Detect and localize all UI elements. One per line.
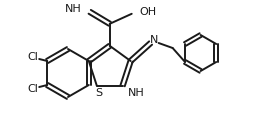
Text: S: S (95, 88, 102, 98)
Text: Cl: Cl (27, 84, 38, 94)
Text: N: N (149, 35, 158, 45)
Text: NH: NH (65, 4, 82, 14)
Text: OH: OH (140, 7, 157, 17)
Text: NH: NH (128, 88, 144, 98)
Text: Cl: Cl (27, 52, 38, 62)
